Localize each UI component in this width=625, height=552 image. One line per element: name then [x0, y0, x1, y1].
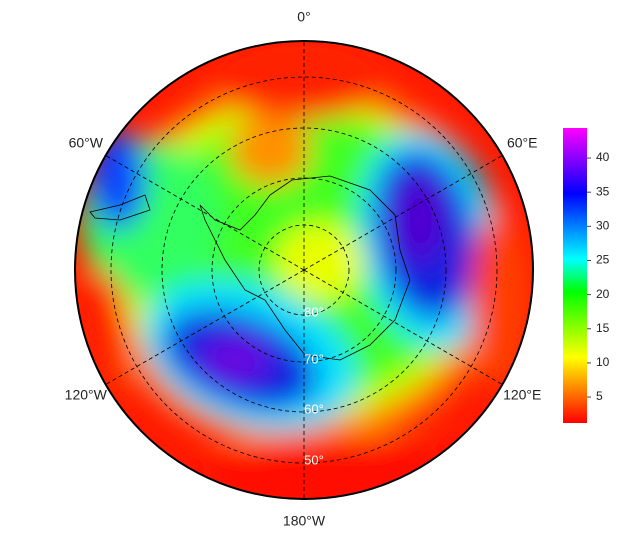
map-border [74, 40, 534, 500]
colorbar [563, 128, 587, 423]
graticule [105, 41, 503, 499]
parallel [211, 177, 397, 363]
parallel [258, 224, 350, 316]
colorbar-tick-label: 30 [596, 219, 610, 233]
lon-label: 120°W [65, 387, 108, 403]
meridian [105, 155, 305, 271]
lon-label: 180°W [283, 513, 326, 529]
parallel [161, 127, 447, 413]
meridian [105, 269, 305, 385]
colorbar-tick-label: 5 [596, 389, 603, 403]
coastline [89, 194, 151, 221]
lat-label: 70° [304, 351, 324, 366]
colorbar-tick-label: 10 [596, 355, 610, 369]
colorbar-tick-label: 40 [596, 150, 610, 164]
lat-label: 80° [304, 304, 324, 319]
lat-label: 60° [304, 401, 324, 416]
field [75, 41, 533, 499]
lon-label: 60°W [69, 135, 104, 151]
lon-label: 0° [297, 9, 310, 25]
meridian [303, 155, 503, 271]
colorbar-tick-label: 25 [596, 253, 610, 267]
coastline [199, 175, 411, 361]
colorbar-tick-label: 20 [596, 287, 610, 301]
parallel [110, 76, 498, 464]
lat-label: 50° [304, 452, 324, 467]
colorbar-tick-label: 15 [596, 321, 610, 335]
meridian [303, 269, 503, 385]
lon-label: 60°E [507, 135, 538, 151]
lon-label: 120°E [503, 387, 541, 403]
colorbar-tick-label: 35 [596, 184, 610, 198]
